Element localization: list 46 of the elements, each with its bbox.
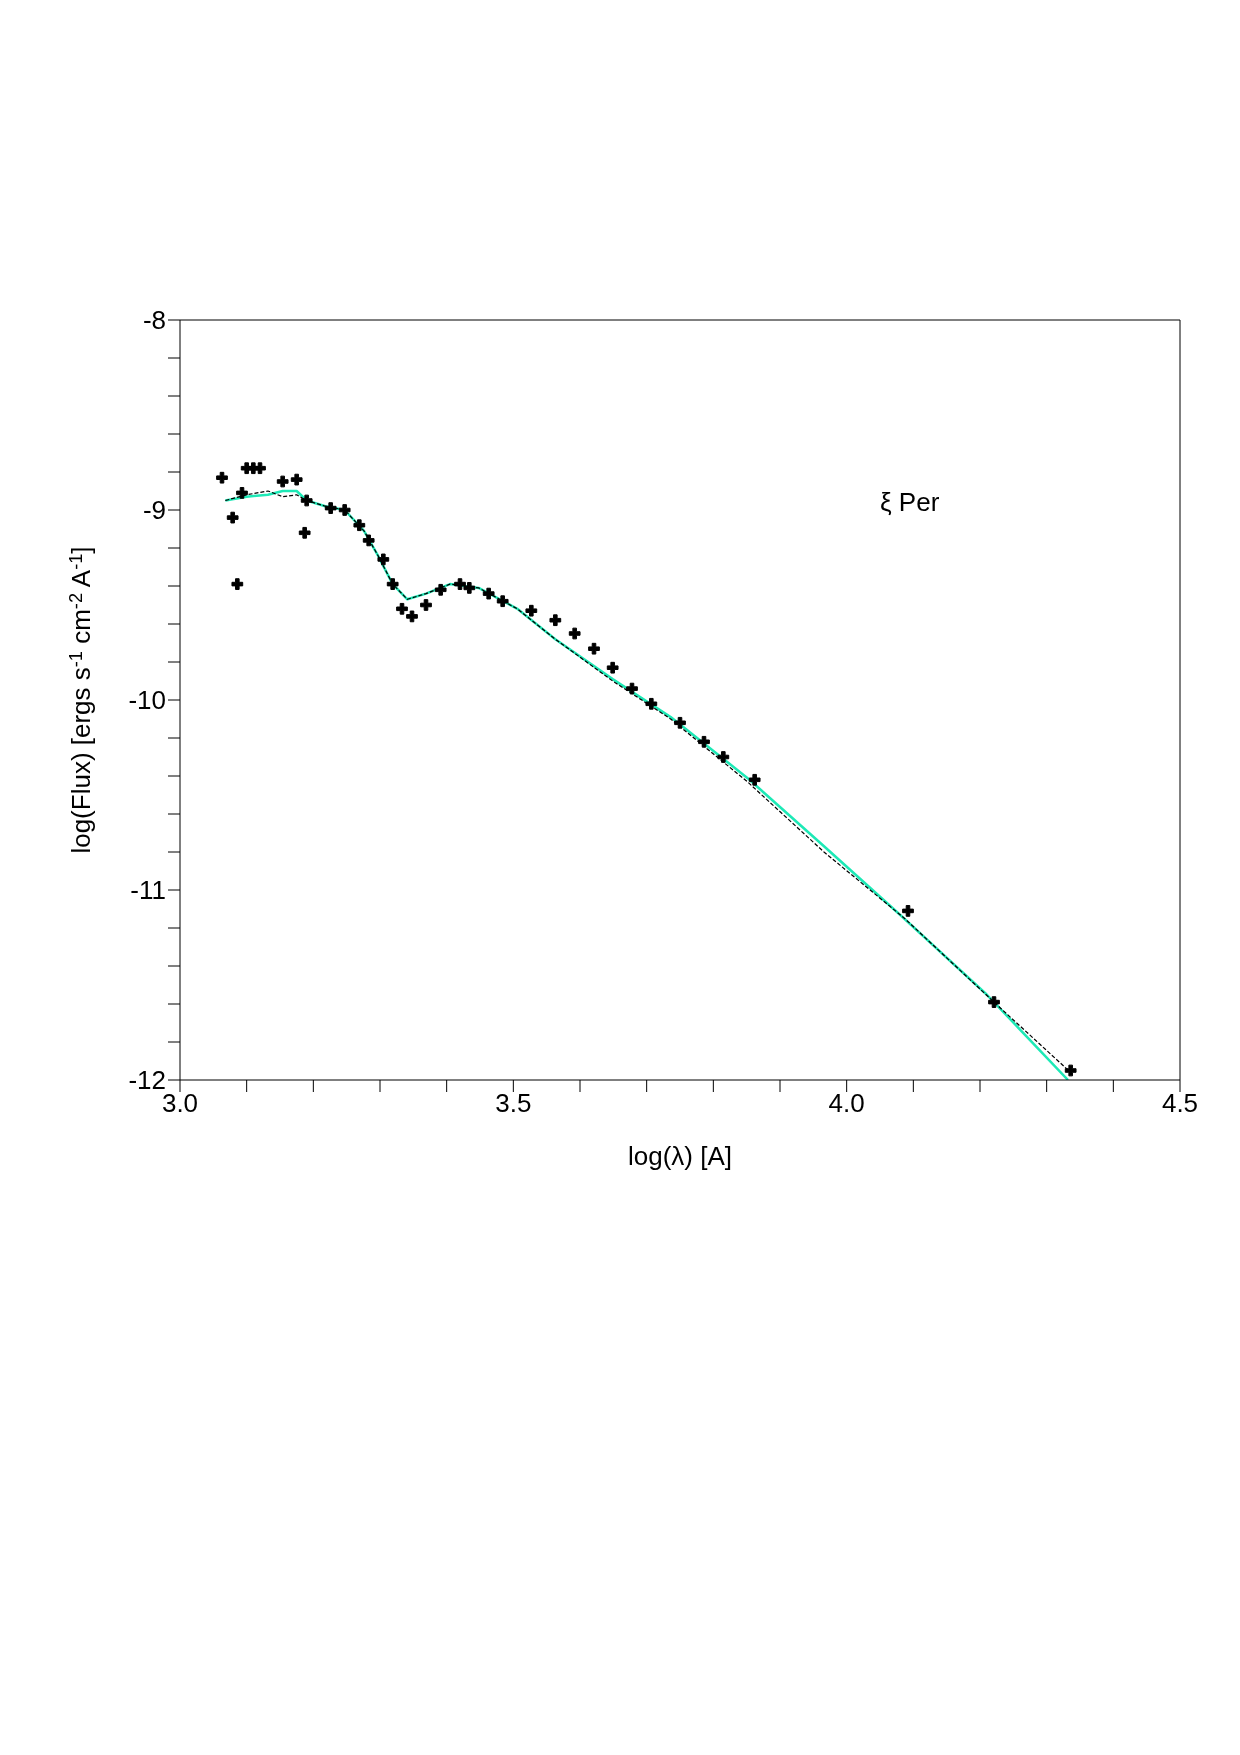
point [606, 661, 619, 674]
point [338, 504, 351, 516]
point [525, 604, 538, 617]
point [226, 511, 239, 524]
point [434, 583, 447, 596]
point [463, 582, 476, 594]
point [748, 773, 761, 786]
point [231, 578, 244, 590]
point [717, 751, 730, 763]
point [568, 627, 581, 640]
point [290, 473, 303, 486]
point [588, 642, 600, 655]
point [386, 578, 399, 590]
point [496, 595, 509, 608]
point [377, 553, 390, 566]
point [324, 502, 337, 514]
point [396, 602, 408, 615]
y-tick-label: -11 [130, 875, 166, 906]
point [406, 610, 418, 623]
x-tick-label: 3.5 [495, 1088, 532, 1119]
x-tick-label: 4.0 [828, 1088, 865, 1119]
point [645, 697, 658, 710]
point [254, 462, 266, 475]
point [674, 716, 686, 729]
point [549, 614, 562, 627]
point [236, 487, 248, 499]
point [276, 475, 289, 488]
annotation: ξ Per [880, 487, 940, 519]
point [482, 587, 495, 600]
point [362, 534, 375, 547]
y-tick-label: -9 [142, 495, 166, 526]
y-tick-label: -10 [128, 685, 166, 716]
point [298, 526, 311, 539]
point [420, 599, 432, 611]
x-tick-label: 4.5 [1161, 1088, 1199, 1119]
y-tick-label: -8 [142, 305, 166, 336]
point [626, 682, 638, 695]
point [1064, 1064, 1077, 1077]
point [698, 735, 710, 748]
point [353, 519, 366, 532]
point [300, 494, 313, 507]
point [454, 578, 466, 590]
point [902, 905, 914, 917]
x-axis-title: log(λ) [A] [627, 1141, 733, 1171]
point [216, 471, 228, 484]
point [988, 996, 1000, 1008]
